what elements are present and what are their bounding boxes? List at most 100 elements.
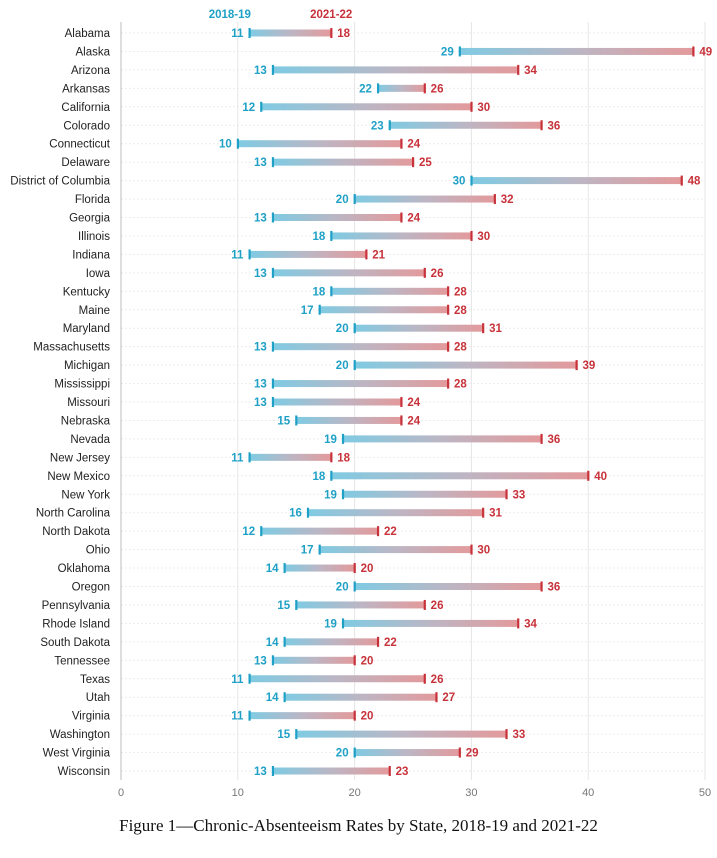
chart-row: Arkansas 22 26 bbox=[62, 83, 443, 95]
marker-2021-22 bbox=[470, 544, 473, 555]
marker-2021-22 bbox=[680, 175, 683, 186]
value-label-2018-19: 13 bbox=[254, 379, 267, 391]
dumbbell-bar bbox=[296, 416, 402, 424]
value-label-2018-19: 20 bbox=[336, 323, 349, 335]
dumbbell-bar bbox=[342, 619, 519, 627]
marker-2021-22 bbox=[447, 341, 450, 352]
chart-row: New York 19 33 bbox=[61, 489, 525, 501]
marker-2018-19 bbox=[283, 636, 286, 647]
value-label-2021-22: 26 bbox=[431, 268, 444, 280]
dumbbell-bar bbox=[377, 84, 425, 92]
state-label: Texas bbox=[80, 674, 110, 686]
value-label-2018-19: 12 bbox=[242, 526, 255, 538]
marker-2021-22 bbox=[376, 526, 380, 537]
marker-2021-22 bbox=[540, 120, 543, 131]
dumbbell-bar bbox=[296, 730, 507, 738]
marker-2021-22 bbox=[482, 323, 485, 334]
value-label-2021-22: 34 bbox=[524, 65, 537, 77]
marker-2018-19 bbox=[283, 692, 286, 703]
value-label-2018-19: 29 bbox=[441, 46, 454, 58]
marker-2021-22 bbox=[330, 452, 333, 463]
value-label-2018-19: 20 bbox=[336, 582, 349, 594]
dumbbell-bar bbox=[354, 749, 460, 757]
state-label: Kentucky bbox=[63, 286, 111, 298]
marker-2021-22 bbox=[365, 249, 368, 260]
value-label-2021-22: 26 bbox=[431, 600, 444, 612]
dumbbell-bar bbox=[354, 195, 495, 203]
chart-row: Pennsylvania 15 26 bbox=[42, 599, 444, 612]
marker-2018-19 bbox=[330, 470, 333, 481]
chart-row: Oklahoma 14 20 bbox=[58, 563, 373, 575]
value-label-2018-19: 13 bbox=[254, 397, 267, 409]
x-tick-label: 30 bbox=[465, 787, 477, 799]
state-label: West Virginia bbox=[43, 748, 111, 760]
value-label-2021-22: 24 bbox=[407, 397, 420, 409]
dumbbell-bar bbox=[272, 656, 355, 664]
marker-2021-22 bbox=[470, 101, 473, 112]
marker-2021-22 bbox=[470, 230, 473, 241]
state-label: Alaska bbox=[75, 46, 110, 58]
chart-row: Maine 17 28 bbox=[79, 304, 467, 317]
marker-2021-22 bbox=[493, 194, 496, 205]
marker-2018-19 bbox=[330, 286, 333, 297]
chart-row: Kentucky 18 28 bbox=[63, 286, 467, 298]
marker-2021-22 bbox=[505, 729, 508, 740]
value-label-2021-22: 27 bbox=[442, 692, 455, 704]
value-label-2018-19: 22 bbox=[359, 83, 372, 95]
chart-row: Utah 14 27 bbox=[86, 692, 455, 704]
value-label-2021-22: 33 bbox=[512, 489, 525, 501]
marker-2021-22 bbox=[575, 360, 578, 371]
chart-row: New Mexico 18 40 bbox=[47, 470, 607, 483]
value-label-2018-19: 15 bbox=[277, 600, 290, 612]
dumbbell-bar bbox=[272, 380, 449, 388]
value-label-2018-19: 11 bbox=[231, 674, 244, 686]
marker-2018-19 bbox=[341, 618, 345, 629]
value-label-2021-22: 36 bbox=[547, 434, 560, 446]
dumbbell-bar bbox=[249, 453, 332, 461]
value-label-2018-19: 19 bbox=[324, 618, 337, 630]
marker-2018-19 bbox=[248, 249, 251, 260]
value-label-2021-22: 34 bbox=[524, 618, 537, 630]
state-label: New York bbox=[61, 489, 110, 501]
marker-2021-22 bbox=[330, 28, 333, 38]
value-label-2021-22: 28 bbox=[454, 379, 467, 391]
dumbbell-bar bbox=[471, 177, 682, 185]
marker-2018-19 bbox=[271, 267, 275, 278]
marker-2018-19 bbox=[341, 433, 345, 444]
marker-2021-22 bbox=[400, 138, 403, 149]
value-label-2021-22: 26 bbox=[431, 83, 444, 95]
value-label-2018-19: 19 bbox=[324, 489, 337, 501]
state-label: Georgia bbox=[69, 213, 111, 225]
value-label-2021-22: 22 bbox=[384, 637, 397, 649]
chart-row: Rhode Island 19 34 bbox=[42, 618, 538, 630]
marker-2018-19 bbox=[353, 747, 356, 758]
dumbbell-bar bbox=[237, 140, 402, 148]
marker-2018-19 bbox=[283, 563, 286, 574]
dumbbell-bar bbox=[331, 287, 449, 295]
state-label: District of Columbia bbox=[10, 176, 110, 188]
marker-2018-19 bbox=[248, 710, 251, 721]
marker-2018-19 bbox=[271, 766, 275, 776]
state-label: Nebraska bbox=[61, 415, 111, 427]
state-label: Virginia bbox=[72, 711, 111, 723]
value-label-2021-22: 49 bbox=[699, 46, 712, 58]
state-label: New Mexico bbox=[47, 471, 110, 483]
value-label-2018-19: 23 bbox=[371, 120, 384, 132]
value-label-2021-22: 26 bbox=[431, 674, 444, 686]
marker-2018-19 bbox=[295, 415, 298, 426]
dumbbell-bar bbox=[354, 583, 542, 590]
legend-series-2021-22: 2021-22 bbox=[310, 9, 352, 21]
value-label-2021-22: 24 bbox=[407, 415, 420, 427]
chart-row: Indiana 11 21 bbox=[72, 249, 386, 261]
value-label-2018-19: 17 bbox=[301, 545, 314, 557]
value-label-2018-19: 18 bbox=[312, 231, 325, 243]
chart-row: Illinois 18 30 bbox=[78, 230, 490, 243]
marker-2021-22 bbox=[447, 286, 450, 297]
marker-2021-22 bbox=[692, 46, 695, 57]
chart-row: Maryland 20 31 bbox=[63, 323, 502, 335]
marker-2018-19 bbox=[341, 489, 345, 500]
dumbbell-bar bbox=[261, 103, 472, 111]
value-label-2021-22: 30 bbox=[477, 102, 490, 114]
marker-2018-19 bbox=[271, 157, 275, 168]
state-label: Delaware bbox=[61, 157, 110, 169]
